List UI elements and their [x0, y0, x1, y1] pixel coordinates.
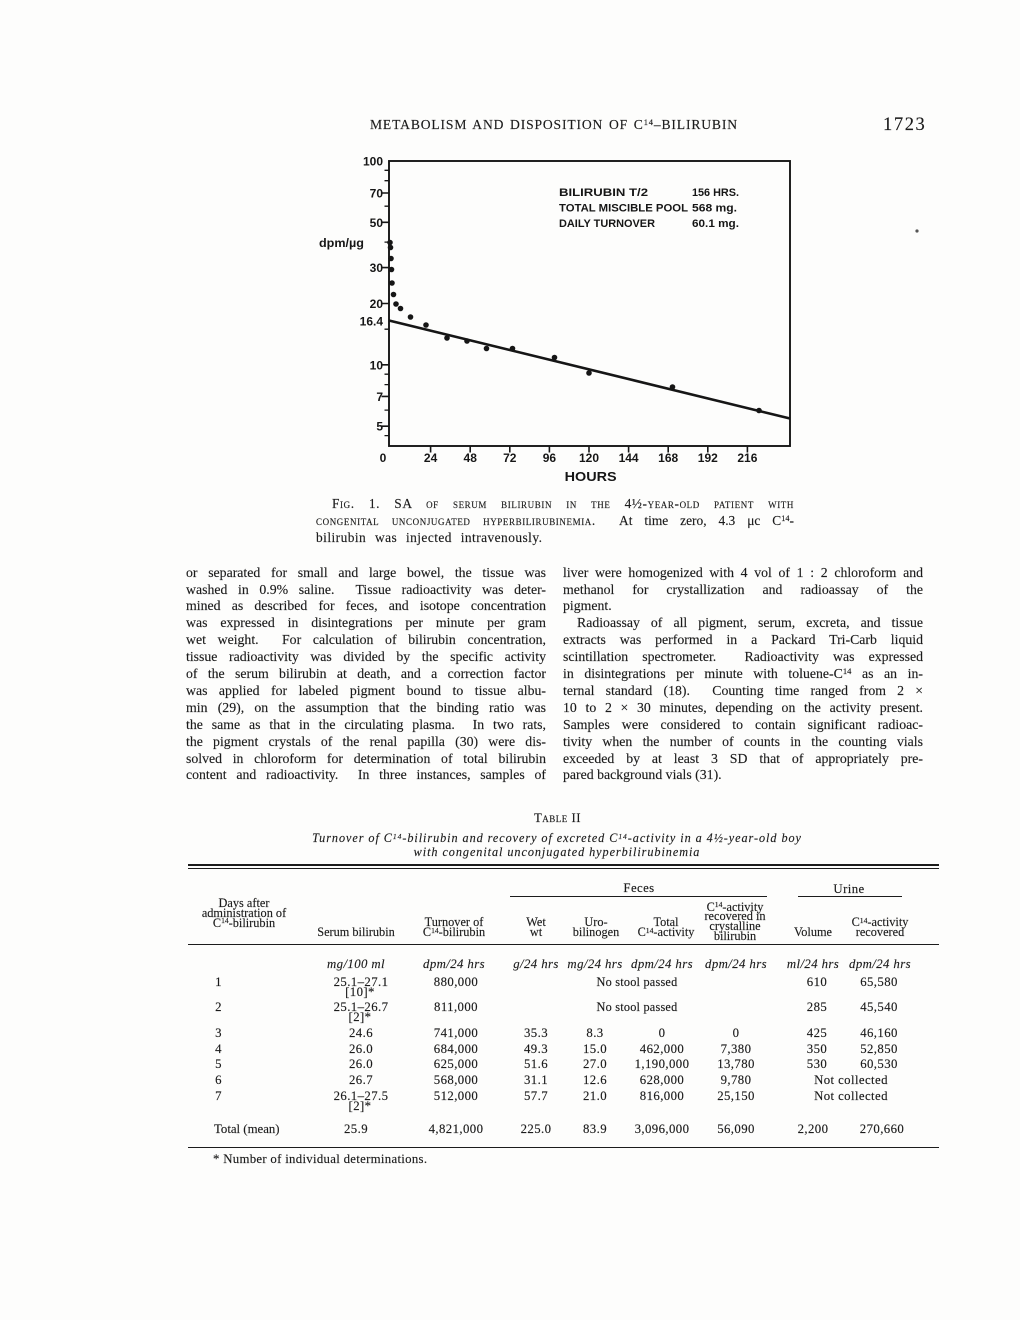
- svg-text:5: 5: [376, 420, 383, 434]
- svg-text:48: 48: [464, 451, 478, 465]
- svg-text:192: 192: [698, 451, 718, 465]
- svg-text:60.1 mg.: 60.1 mg.: [692, 218, 739, 230]
- svg-text:168: 168: [658, 451, 678, 465]
- svg-text:7: 7: [376, 390, 383, 404]
- svg-text:156 HRS.: 156 HRS.: [692, 187, 739, 199]
- svg-text:0: 0: [380, 451, 387, 465]
- svg-text:10: 10: [370, 358, 384, 372]
- svg-text:30: 30: [370, 261, 384, 275]
- svg-text:16.4: 16.4: [360, 315, 384, 329]
- svg-text:100: 100: [363, 155, 383, 169]
- svg-text:72: 72: [503, 451, 517, 465]
- svg-text:HOURS: HOURS: [565, 469, 617, 484]
- svg-text:24: 24: [424, 451, 438, 465]
- svg-text:TOTAL MISCIBLE POOL: TOTAL MISCIBLE POOL: [559, 203, 688, 215]
- svg-text:DAILY TURNOVER: DAILY TURNOVER: [559, 218, 655, 230]
- svg-text:BILIRUBIN T/2: BILIRUBIN T/2: [559, 187, 648, 199]
- svg-text:20: 20: [370, 297, 384, 311]
- svg-text:dpm/µg: dpm/µg: [319, 236, 364, 250]
- svg-text:216: 216: [737, 451, 757, 465]
- svg-text:96: 96: [543, 451, 557, 465]
- svg-text:50: 50: [370, 216, 384, 230]
- svg-text:120: 120: [579, 451, 599, 465]
- svg-text:568 mg.: 568 mg.: [692, 203, 737, 215]
- svg-text:70: 70: [370, 187, 384, 201]
- svg-text:144: 144: [619, 451, 639, 465]
